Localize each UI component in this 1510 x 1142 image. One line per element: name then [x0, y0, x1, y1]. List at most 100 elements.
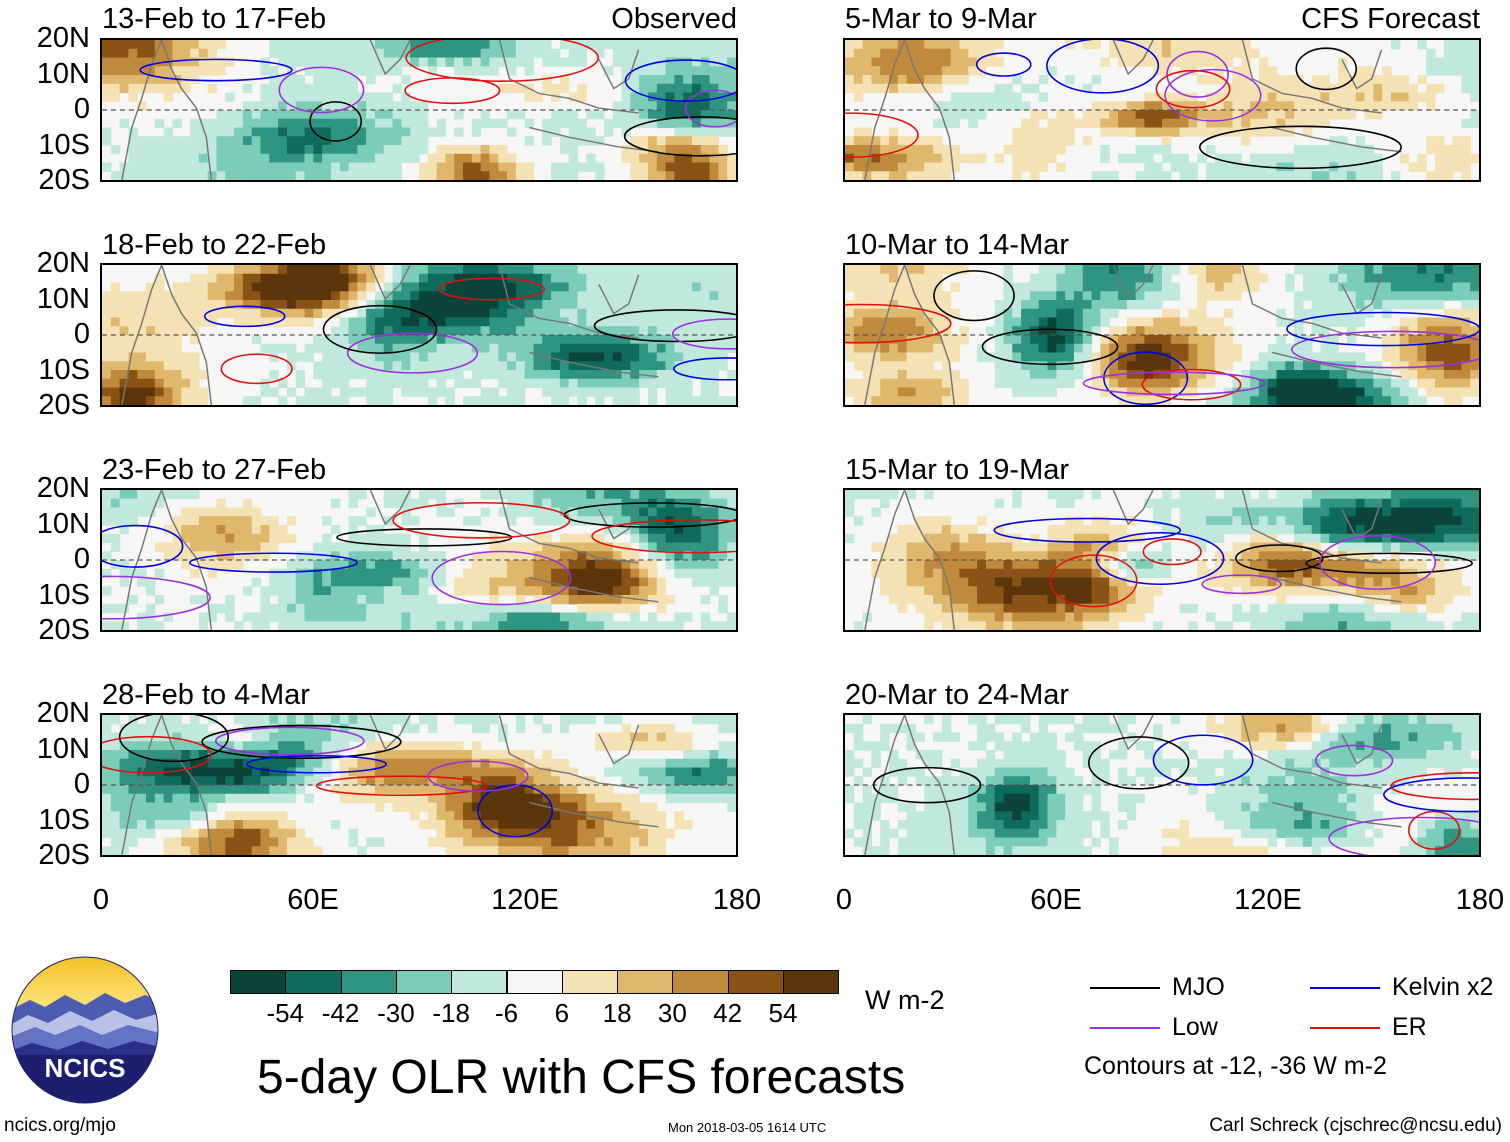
olr-cell [198, 621, 209, 630]
olr-cell [1329, 145, 1339, 155]
olr-cell [1012, 361, 1022, 371]
olr-cell [1417, 291, 1427, 301]
olr-cell [1056, 300, 1066, 310]
olr-cell [234, 317, 244, 327]
olr-cell [533, 837, 543, 847]
olr-cell [463, 171, 473, 180]
olr-cell [172, 802, 182, 812]
olr-cell [524, 326, 535, 336]
olr-cell [862, 335, 873, 345]
olr-cell [295, 352, 306, 362]
olr-cell [295, 291, 306, 301]
olr-cell [1100, 273, 1110, 284]
olr-cell [251, 308, 262, 319]
olr-cell [216, 127, 226, 137]
olr-cell [621, 265, 631, 275]
olr-cell [853, 291, 864, 301]
olr-cell [366, 300, 376, 310]
olr-cell [621, 370, 631, 380]
olr-cell [295, 603, 306, 614]
olr-cell [700, 308, 711, 319]
olr-cell [515, 715, 526, 725]
olr-cell [1426, 300, 1436, 310]
olr-cell [507, 387, 517, 397]
olr-cell [392, 603, 402, 614]
olr-cell [718, 335, 728, 345]
olr-cell [656, 542, 667, 552]
olr-cell [1038, 110, 1049, 120]
olr-cell [339, 118, 350, 129]
olr-cell [1197, 300, 1207, 310]
olr-cell [1250, 92, 1260, 102]
olr-cell [251, 767, 262, 777]
olr-cell [1223, 153, 1234, 164]
olr-cell [1214, 75, 1225, 85]
olr-cell [1461, 83, 1471, 94]
olr-cell [1170, 291, 1181, 301]
olr-cell [304, 586, 314, 596]
olr-cell [1135, 118, 1145, 129]
olr-cell [621, 595, 631, 605]
olr-cell [286, 776, 297, 786]
olr-cell [154, 758, 165, 769]
olr-cell [304, 560, 314, 570]
olr-cell [1285, 162, 1295, 172]
olr-cell [260, 793, 270, 804]
olr-cell [559, 577, 570, 587]
olr-cell [190, 542, 200, 552]
olr-cell [889, 282, 899, 292]
olr-cell [718, 361, 728, 371]
olr-cell [286, 110, 297, 120]
olr-cell [577, 162, 587, 172]
olr-cell [489, 361, 499, 371]
olr-cell [906, 265, 917, 275]
olr-cell [419, 802, 429, 812]
olr-cell [498, 396, 508, 405]
olr-cell [198, 723, 209, 734]
olr-cell [1197, 153, 1207, 164]
olr-cell [330, 145, 341, 155]
olr-cell [1003, 101, 1013, 111]
olr-cell [1355, 101, 1366, 111]
olr-cell [1223, 118, 1234, 129]
olr-cell [427, 48, 438, 59]
olr-cell [577, 542, 587, 552]
olr-cell [1355, 162, 1366, 172]
olr-cell [119, 741, 130, 751]
olr-cell [1426, 282, 1436, 292]
olr-cell [383, 317, 394, 327]
olr-cell [383, 110, 394, 120]
olr-cell [1443, 153, 1454, 164]
olr-cell [1012, 308, 1022, 319]
olr-cell [1029, 136, 1040, 146]
olr-cell [445, 40, 455, 50]
olr-cell [374, 378, 385, 389]
olr-cell [146, 715, 156, 725]
olr-cell [700, 560, 711, 570]
olr-cell [1470, 75, 1479, 85]
olr-cell [137, 40, 147, 50]
olr-cell [181, 776, 191, 786]
olr-cell [1206, 40, 1216, 50]
olr-cell [1188, 171, 1198, 180]
olr-cell [1364, 145, 1374, 155]
olr-cell [234, 136, 244, 146]
olr-cell [463, 48, 473, 59]
olr-cell [1276, 83, 1286, 94]
olr-cell [392, 793, 402, 804]
olr-cell [551, 612, 561, 622]
olr-cell [190, 568, 200, 579]
olr-cell [410, 776, 420, 786]
olr-cell [700, 343, 711, 354]
olr-cell [251, 820, 262, 830]
olr-cell [198, 811, 209, 821]
coastline [529, 126, 659, 153]
olr-cell [595, 343, 605, 354]
olr-cell [1109, 282, 1119, 292]
olr-cell [128, 837, 138, 847]
olr-cell [234, 162, 244, 172]
olr-cell [656, 66, 667, 76]
olr-cell [348, 490, 358, 500]
olr-cell [357, 560, 367, 570]
olr-cell [427, 40, 438, 50]
